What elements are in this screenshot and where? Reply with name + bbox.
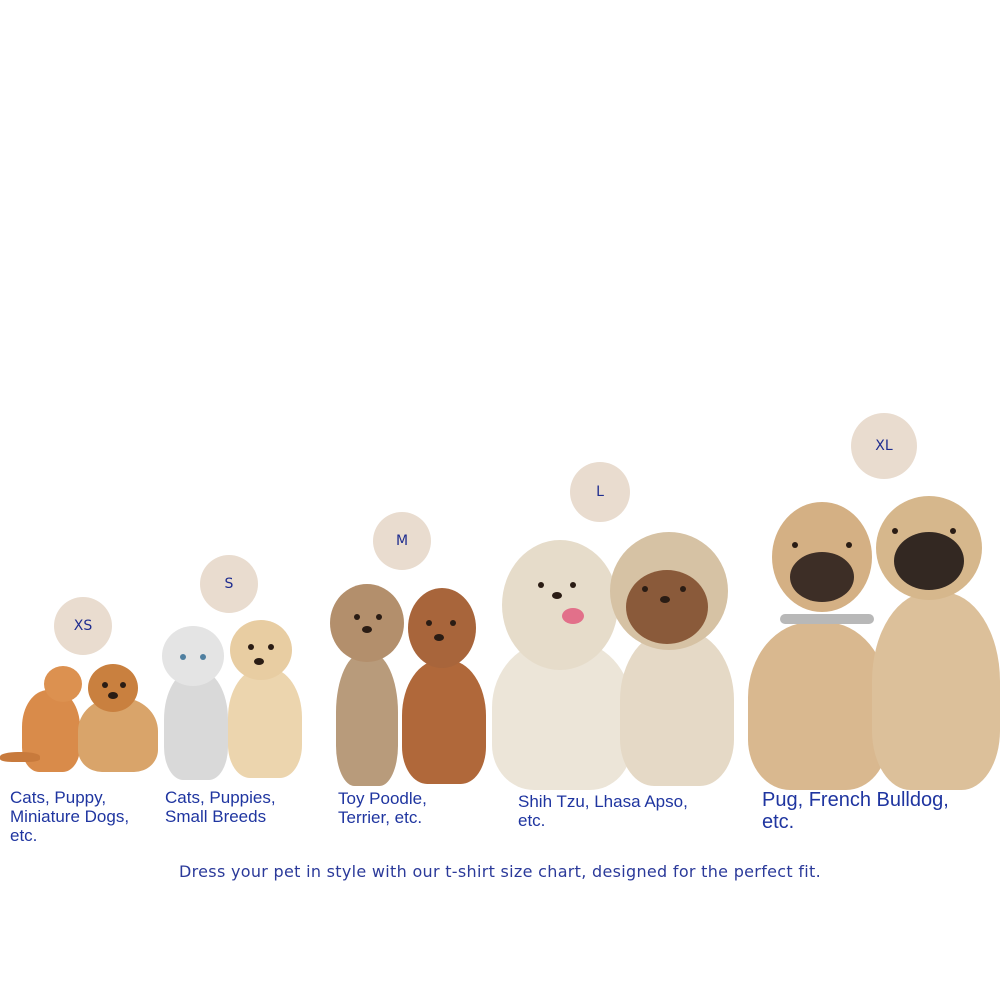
pet-toy-poodle [318, 582, 414, 788]
pet-yorkshire-terrier [396, 580, 490, 786]
size-badge-s: S [200, 555, 258, 613]
size-badge-m: M [373, 512, 431, 570]
pet-orange-cat [0, 660, 90, 775]
size-badge-l: L [570, 462, 630, 522]
pet-lhasa-apso [604, 530, 738, 788]
size-label: L [596, 484, 604, 500]
pet-shih-tzu [488, 530, 636, 792]
size-label: XL [875, 438, 893, 454]
size-caption-l: Shih Tzu, Lhasa Apso, etc. [518, 792, 688, 830]
size-caption-m: Toy Poodle, Terrier, etc. [338, 789, 427, 827]
size-caption-s: Cats, Puppies, Small Breeds [165, 788, 276, 826]
pet-pug [862, 492, 1000, 792]
footer-tagline: Dress your pet in style with our t-shirt… [179, 862, 821, 881]
size-label: XS [73, 618, 93, 634]
size-label: S [224, 576, 234, 592]
size-label: M [395, 533, 409, 549]
size-caption-xl: Pug, French Bulldog, etc. [762, 789, 949, 833]
pet-golden-puppy [216, 618, 312, 780]
size-badge-xs: XS [54, 597, 112, 655]
pet-french-bulldog [742, 482, 892, 792]
pet-white-kitten [156, 618, 232, 784]
size-caption-xs: Cats, Puppy, Miniature Dogs, etc. [10, 788, 130, 845]
size-badge-xl: XL [851, 413, 917, 479]
pet-pomeranian [76, 660, 160, 775]
